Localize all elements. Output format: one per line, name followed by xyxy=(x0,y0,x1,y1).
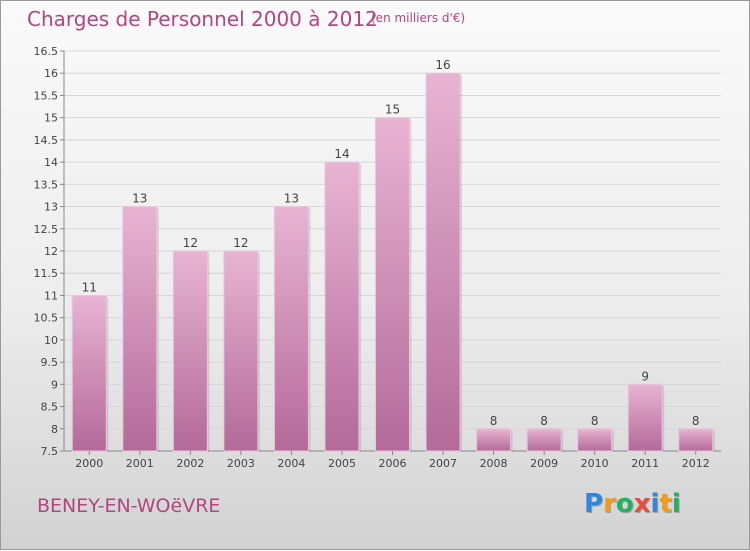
bar-2010 xyxy=(577,428,613,452)
logo-letter: i xyxy=(671,489,681,519)
x-tick-label: 2009 xyxy=(530,457,558,470)
bars xyxy=(71,72,715,452)
data-label: 16 xyxy=(435,58,450,72)
y-tick-label: 9.5 xyxy=(41,356,59,369)
x-tick-label: 2003 xyxy=(227,457,255,470)
y-tick-label: 8.5 xyxy=(41,401,59,414)
x-tick-label: 2006 xyxy=(379,457,407,470)
data-label: 8 xyxy=(692,414,700,428)
x-tick-label: 2011 xyxy=(631,457,659,470)
y-tick-label: 11 xyxy=(44,289,58,302)
x-tick-label: 2000 xyxy=(75,457,103,470)
y-tick-label: 15.5 xyxy=(34,89,59,102)
bar-2000 xyxy=(71,294,107,452)
bar-2007 xyxy=(425,72,461,452)
data-label: 8 xyxy=(540,414,548,428)
x-tick-label: 2004 xyxy=(277,457,305,470)
y-tick-label: 10 xyxy=(44,334,58,347)
data-label: 14 xyxy=(334,147,349,161)
proxiti-logo: Proxiti xyxy=(584,489,681,519)
y-tick-label: 8 xyxy=(51,423,58,436)
y-tick-label: 14.5 xyxy=(34,134,59,147)
logo-letter: x xyxy=(633,489,651,519)
x-tick-label: 2007 xyxy=(429,457,457,470)
bar-2012 xyxy=(678,428,714,452)
y-tick-label: 7.5 xyxy=(41,445,59,458)
bar-2004 xyxy=(273,206,309,452)
bar-2011 xyxy=(627,383,663,452)
logo-letter: P xyxy=(584,489,604,519)
data-label: 13 xyxy=(132,192,147,206)
chart-title: Charges de Personnel 2000 à 2012 xyxy=(27,7,378,31)
x-tick-label: 2005 xyxy=(328,457,356,470)
chart-unit: (en milliers d'€) xyxy=(371,11,466,25)
data-label: 15 xyxy=(385,103,400,117)
data-label: 8 xyxy=(490,414,498,428)
data-label: 13 xyxy=(284,192,299,206)
bar-2001 xyxy=(122,206,158,452)
logo-letter: i xyxy=(650,489,660,519)
bar-2003 xyxy=(223,250,259,452)
logo-letter: r xyxy=(603,489,616,519)
data-label: 12 xyxy=(233,236,248,250)
data-label: 9 xyxy=(641,369,649,383)
data-labels: 11 13 12 12 13 14 15 16 8 8 8 9 8 xyxy=(82,58,700,428)
data-label: 8 xyxy=(591,414,599,428)
data-label: 12 xyxy=(183,236,198,250)
bar-2002 xyxy=(172,250,208,452)
x-tick-label: 2010 xyxy=(581,457,609,470)
y-tick-label: 11.5 xyxy=(34,267,59,280)
logo-letter: o xyxy=(615,489,634,519)
y-tick-label: 16 xyxy=(44,67,58,80)
logo-letter: t xyxy=(659,489,672,519)
y-tick-label: 14 xyxy=(44,156,58,169)
x-tick-label: 2012 xyxy=(682,457,710,470)
y-tick-label: 16.5 xyxy=(34,45,59,58)
y-tick-label: 12.5 xyxy=(34,223,59,236)
y-tick-label: 13 xyxy=(44,201,58,214)
bar-2006 xyxy=(375,117,410,452)
x-tick-label: 2001 xyxy=(126,457,154,470)
y-tick-label: 12 xyxy=(44,245,58,258)
bar-2005 xyxy=(324,161,360,452)
bar-2009 xyxy=(526,428,562,452)
commune-name: BENEY-EN-WOëVRE xyxy=(37,495,221,517)
x-tick-label: 2002 xyxy=(176,457,204,470)
y-tick-label: 10.5 xyxy=(34,312,59,325)
y-tick-label: 9 xyxy=(51,378,58,391)
y-tick-label: 13.5 xyxy=(34,178,59,191)
y-tick-label: 15 xyxy=(44,112,58,125)
y-axis-ticks: 7.5 8 8.5 9 9.5 10 10.5 11 11.5 12 12.5 13 13.5 14 14.… xyxy=(34,45,64,458)
bar-2008 xyxy=(476,428,512,452)
x-tick-label: 2008 xyxy=(480,457,508,470)
x-axis-ticks: 2000 2001 2002 2003 2004 2005 2006 2007 2008 2009… xyxy=(75,451,710,470)
data-label: 11 xyxy=(82,280,97,294)
